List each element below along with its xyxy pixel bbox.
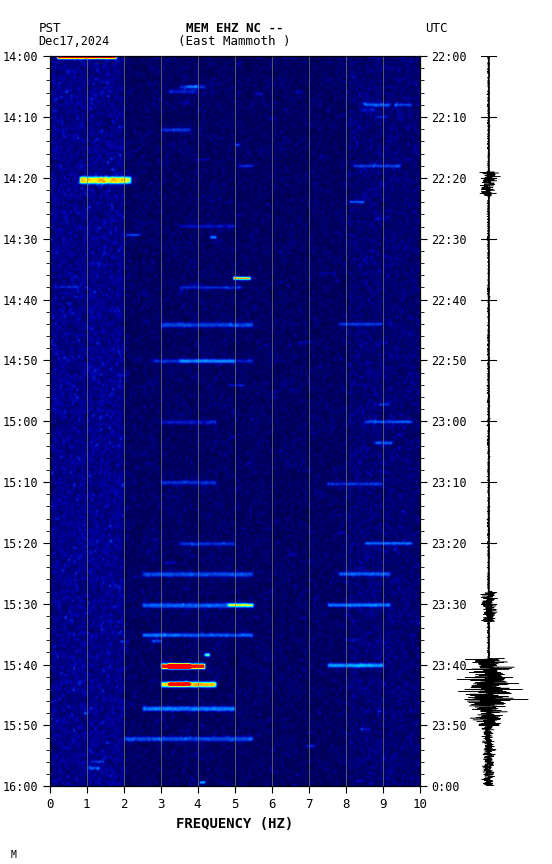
Text: M: M: [11, 849, 17, 860]
Text: UTC: UTC: [425, 22, 448, 35]
X-axis label: FREQUENCY (HZ): FREQUENCY (HZ): [176, 816, 293, 830]
Text: MEM EHZ NC --: MEM EHZ NC --: [186, 22, 283, 35]
Text: PST: PST: [39, 22, 61, 35]
Text: (East Mammoth ): (East Mammoth ): [178, 35, 291, 48]
Text: Dec17,2024: Dec17,2024: [39, 35, 110, 48]
